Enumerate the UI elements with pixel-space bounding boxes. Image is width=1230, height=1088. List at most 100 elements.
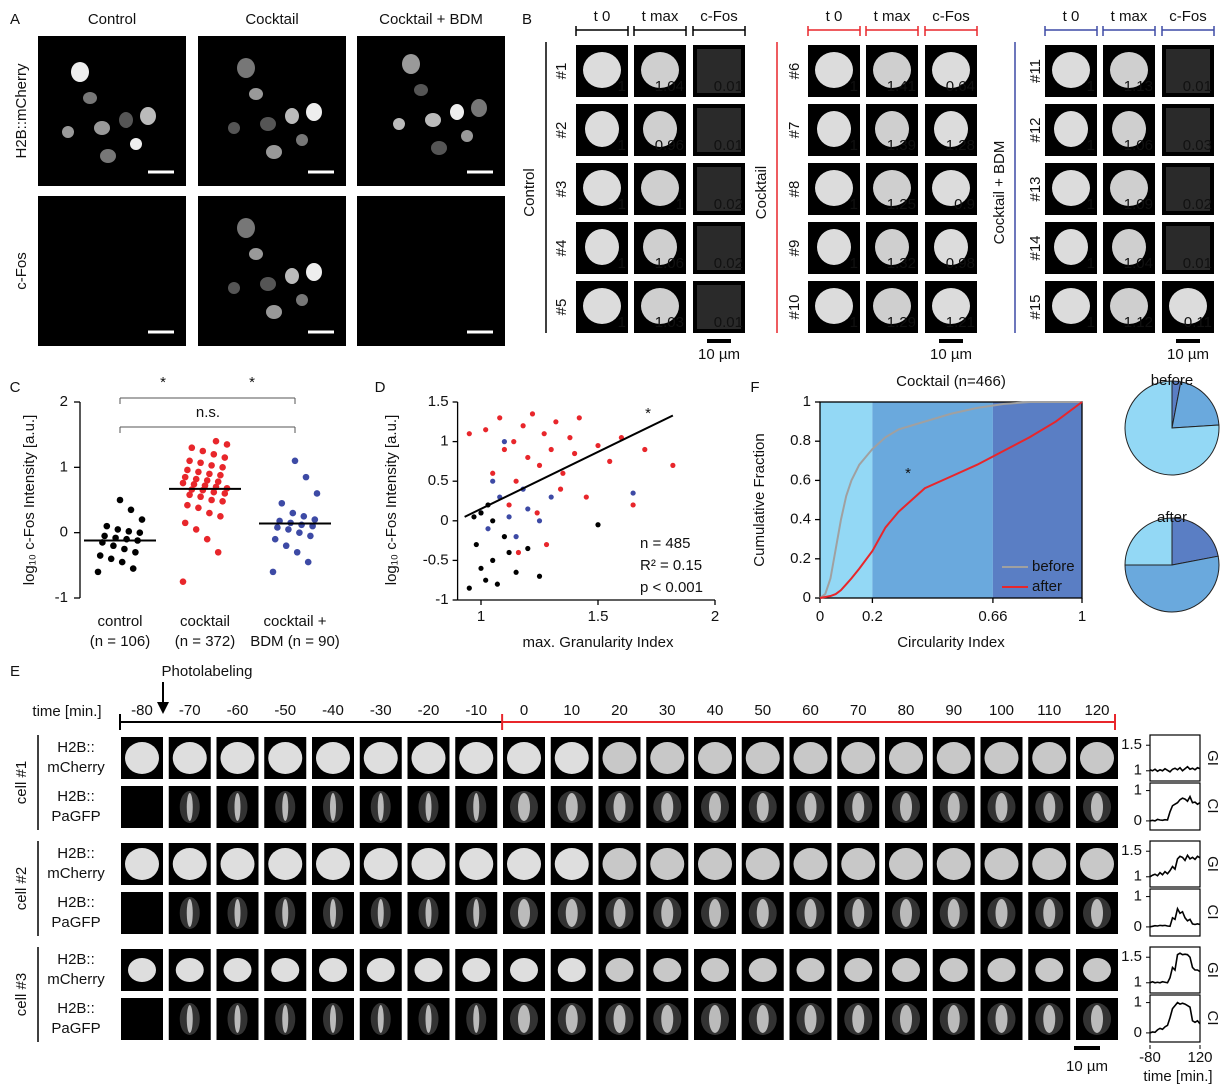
point <box>303 474 310 481</box>
axis-label: time [min.] <box>1143 1068 1212 1085</box>
label-stripe <box>996 793 1008 821</box>
point <box>285 526 292 533</box>
value-label: 1 <box>1087 196 1095 213</box>
point <box>474 542 479 547</box>
point <box>525 506 530 511</box>
label-stripe <box>661 899 673 927</box>
column-header: c-Fos <box>700 8 738 25</box>
value-label: 0.98 <box>946 255 975 272</box>
nucleus <box>698 742 732 774</box>
point <box>483 578 488 583</box>
x-tick-label: 2 <box>711 608 719 625</box>
column-header: t max <box>1111 8 1148 25</box>
point <box>485 526 490 531</box>
y-axis-label: log₁₀ c-Fos Intensity [a.u.] <box>21 415 38 586</box>
point <box>490 518 495 523</box>
nucleus <box>507 848 541 880</box>
value-label: 1 <box>850 78 858 95</box>
group-label: Control <box>521 168 538 216</box>
label-stripe <box>900 899 912 927</box>
channel-label: H2B:: <box>57 739 95 756</box>
side-frame <box>1150 889 1200 936</box>
panel-label: F <box>750 379 759 396</box>
ci-line <box>1150 1003 1200 1033</box>
nucleus <box>130 138 142 150</box>
side-frame <box>1150 735 1200 781</box>
point <box>490 479 495 484</box>
nucleus <box>125 742 159 774</box>
scale-label: 10 µm <box>1167 346 1209 363</box>
label-stripe <box>518 1005 530 1033</box>
value-label: 0.01 <box>714 137 743 154</box>
label-stripe <box>566 899 578 927</box>
value-label: 1.21 <box>946 314 975 331</box>
point <box>525 455 530 460</box>
nucleus <box>316 742 350 774</box>
cell-id: #2 <box>553 122 570 139</box>
nucleus <box>892 958 920 982</box>
label-stripe <box>1043 793 1055 821</box>
nucleus <box>125 848 159 880</box>
nucleus <box>94 121 110 135</box>
micrograph <box>121 892 163 934</box>
nucleus <box>414 84 428 96</box>
point <box>544 542 549 547</box>
point <box>139 516 146 523</box>
label-stripe <box>378 899 384 927</box>
point <box>631 502 636 507</box>
point <box>197 459 204 466</box>
value-label: 1 <box>850 314 858 331</box>
point <box>180 578 187 585</box>
value-label: 0.64 <box>946 78 975 95</box>
cell-id: #4 <box>553 240 570 257</box>
y-tick-label: 1.5 <box>1121 842 1142 859</box>
point <box>217 513 224 520</box>
point <box>530 411 535 416</box>
label-stripe <box>566 793 578 821</box>
nucleus <box>988 958 1016 982</box>
y-tick-label: 0 <box>440 512 448 529</box>
point <box>292 458 299 465</box>
label-stripe <box>282 899 288 927</box>
side-frame <box>1150 783 1200 830</box>
label-stripe <box>282 793 288 821</box>
point <box>130 565 137 572</box>
nucleus <box>173 742 207 774</box>
panel-label: E <box>10 663 20 680</box>
x-tick-label: 1 <box>477 608 485 625</box>
nucleus <box>815 52 853 88</box>
nucleus <box>746 742 780 774</box>
channel-label: mCherry <box>47 759 105 776</box>
micrograph <box>198 36 346 186</box>
point <box>572 451 577 456</box>
category-sublabel: (n = 372) <box>175 633 235 650</box>
point <box>478 510 483 515</box>
point <box>279 500 286 507</box>
nucleus <box>364 848 398 880</box>
value-label: 1 <box>1087 137 1095 154</box>
column-header: Cocktail + BDM <box>379 11 483 28</box>
point <box>97 552 104 559</box>
x-tick-label: 0 <box>816 608 824 625</box>
nucleus <box>306 263 322 281</box>
nucleus <box>402 54 420 74</box>
label-stripe <box>614 1005 626 1033</box>
value-label: 1.06 <box>1124 137 1153 154</box>
point <box>577 415 582 420</box>
fit-line <box>465 415 673 516</box>
y-tick-label: 1.5 <box>1121 948 1142 965</box>
point <box>537 574 542 579</box>
column-header: t 0 <box>826 8 843 25</box>
label-stripe <box>996 1005 1008 1033</box>
point <box>195 469 202 476</box>
channel-label: H2B:: <box>57 894 95 911</box>
nucleus <box>260 277 276 291</box>
annotation: n.s. <box>196 404 220 421</box>
label-stripe <box>235 793 241 821</box>
point <box>184 467 191 474</box>
point <box>213 438 220 445</box>
category-sublabel: BDM (n = 90) <box>250 633 340 650</box>
label-stripe <box>187 899 193 927</box>
nucleus <box>1080 742 1114 774</box>
point <box>208 497 215 504</box>
